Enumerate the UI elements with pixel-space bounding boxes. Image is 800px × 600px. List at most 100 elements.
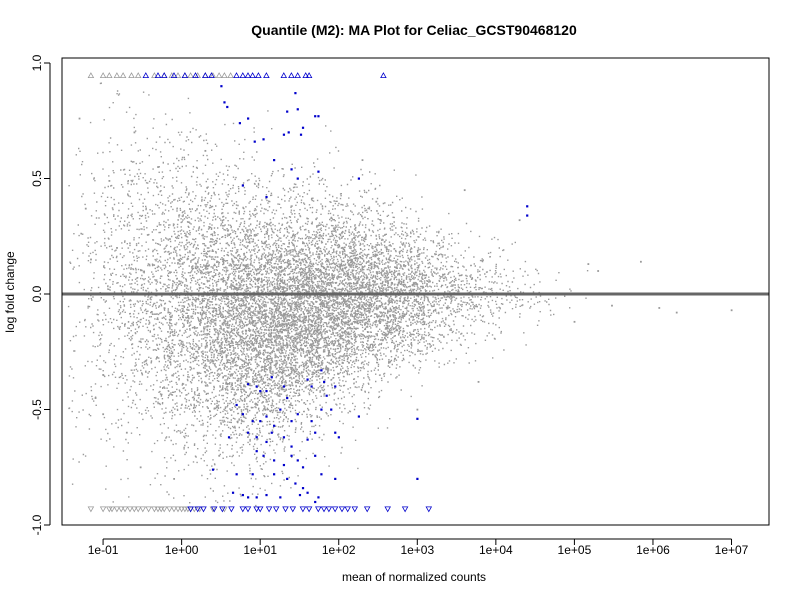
y-tick-label: -0.5 (30, 399, 44, 420)
significant-point (290, 168, 293, 171)
x-tick-label: 1e-01 (88, 543, 119, 557)
data-point (730, 309, 733, 312)
significant-point (301, 466, 305, 469)
significant-clipped-down-marker (338, 506, 346, 513)
significant-clipped-down-marker (219, 506, 226, 513)
clipped-down-marker (87, 506, 95, 513)
significant-clipped-down-marker (289, 506, 297, 513)
significant-point (290, 420, 293, 423)
significant-point (323, 380, 326, 383)
significant-point (247, 431, 250, 434)
significant-point (526, 205, 529, 208)
significant-point (286, 477, 289, 480)
significant-clipped-down-marker (305, 506, 313, 513)
significant-point (306, 438, 309, 441)
significant-clipped-up-marker (170, 72, 178, 78)
significant-point (287, 131, 290, 134)
significant-point (255, 385, 258, 388)
significant-point (262, 138, 265, 141)
significant-point (247, 383, 250, 386)
significant-point (265, 390, 268, 393)
significant-clipped-up-marker (302, 72, 309, 78)
y-tick-label: -1.0 (30, 514, 44, 535)
significant-point (273, 473, 276, 476)
significant-clipped-down-marker (344, 506, 351, 513)
significant-point (416, 417, 419, 420)
clipped-down-marker (121, 506, 129, 513)
significant-clipped-down-marker (384, 506, 391, 513)
significant-point (317, 115, 320, 118)
clipped-down-marker (170, 506, 178, 513)
significant-point (357, 415, 360, 418)
significant-clipped-down-marker (253, 506, 260, 513)
data-point (102, 374, 105, 376)
significant-point (294, 482, 297, 485)
clipped-up-marker (221, 72, 228, 78)
significant-point (259, 390, 262, 393)
significant-point (251, 420, 254, 423)
clipped-down-marker (151, 506, 158, 513)
significant-point (286, 110, 289, 113)
significant-point (337, 436, 340, 439)
points-layer (67, 72, 733, 513)
significant-point (235, 403, 238, 407)
significant-point (282, 385, 286, 388)
significant-point (241, 493, 244, 497)
axes-layer: 1e-01 1e+00 1e+01 1e+02 1e+03 1e+04 1e+05 1e+06… (30, 54, 769, 557)
significant-clipped-up-marker (294, 72, 301, 78)
significant-clipped-down-marker (425, 506, 433, 513)
significant-point (296, 459, 299, 462)
clipped-down-marker (139, 506, 147, 513)
significant-clipped-down-marker (299, 506, 307, 513)
significant-point (235, 473, 238, 476)
x-tick-label: 1e+02 (322, 543, 356, 557)
significant-clipped-up-marker (249, 72, 256, 78)
clipped-up-marker (128, 72, 135, 78)
significant-clipped-down-marker (272, 506, 280, 513)
significant-point (211, 468, 215, 471)
clipped-down-marker (134, 506, 142, 513)
significant-clipped-up-marker (160, 72, 168, 78)
significant-point (286, 396, 289, 400)
data-point (639, 260, 642, 263)
significant-clipped-up-marker (305, 72, 313, 78)
significant-clipped-down-marker (256, 506, 264, 513)
clipped-up-marker (87, 72, 95, 78)
clipped-down-marker (126, 506, 134, 513)
significant-clipped-down-marker (363, 506, 371, 513)
clipped-down-marker (191, 506, 198, 513)
significant-clipped-down-marker (187, 506, 194, 513)
y-tick-label: 0.0 (30, 285, 44, 302)
significant-clipped-up-marker (255, 72, 262, 78)
data-point (139, 466, 142, 469)
significant-point (320, 473, 323, 476)
significant-point (273, 159, 276, 162)
significant-clipped-up-marker (244, 72, 252, 78)
significant-point (247, 117, 250, 120)
clipped-up-marker (106, 72, 113, 78)
significant-point (227, 436, 231, 439)
chart-title: Quantile (M2): MA Plot for Celiac_GCST90… (251, 22, 577, 38)
significant-clipped-up-marker (239, 72, 247, 78)
significant-clipped-down-marker (315, 506, 322, 513)
data-point (477, 380, 480, 383)
significant-point (320, 408, 323, 411)
significant-point (282, 463, 286, 467)
data-point (133, 131, 136, 134)
data-point (416, 408, 419, 411)
clipped-down-marker (160, 506, 168, 513)
significant-point (317, 170, 320, 173)
significant-point (247, 496, 250, 499)
significant-point (270, 376, 273, 379)
significant-clipped-down-marker (239, 506, 247, 513)
significant-clipped-up-marker (142, 72, 150, 78)
significant-point (282, 133, 286, 136)
significant-point (265, 493, 268, 497)
significant-point (279, 408, 282, 411)
significant-point (317, 496, 320, 499)
clipped-down-marker (145, 506, 152, 513)
significant-point (296, 108, 299, 111)
significant-point (294, 92, 297, 95)
significant-point (301, 126, 305, 129)
significant-point (314, 431, 317, 434)
